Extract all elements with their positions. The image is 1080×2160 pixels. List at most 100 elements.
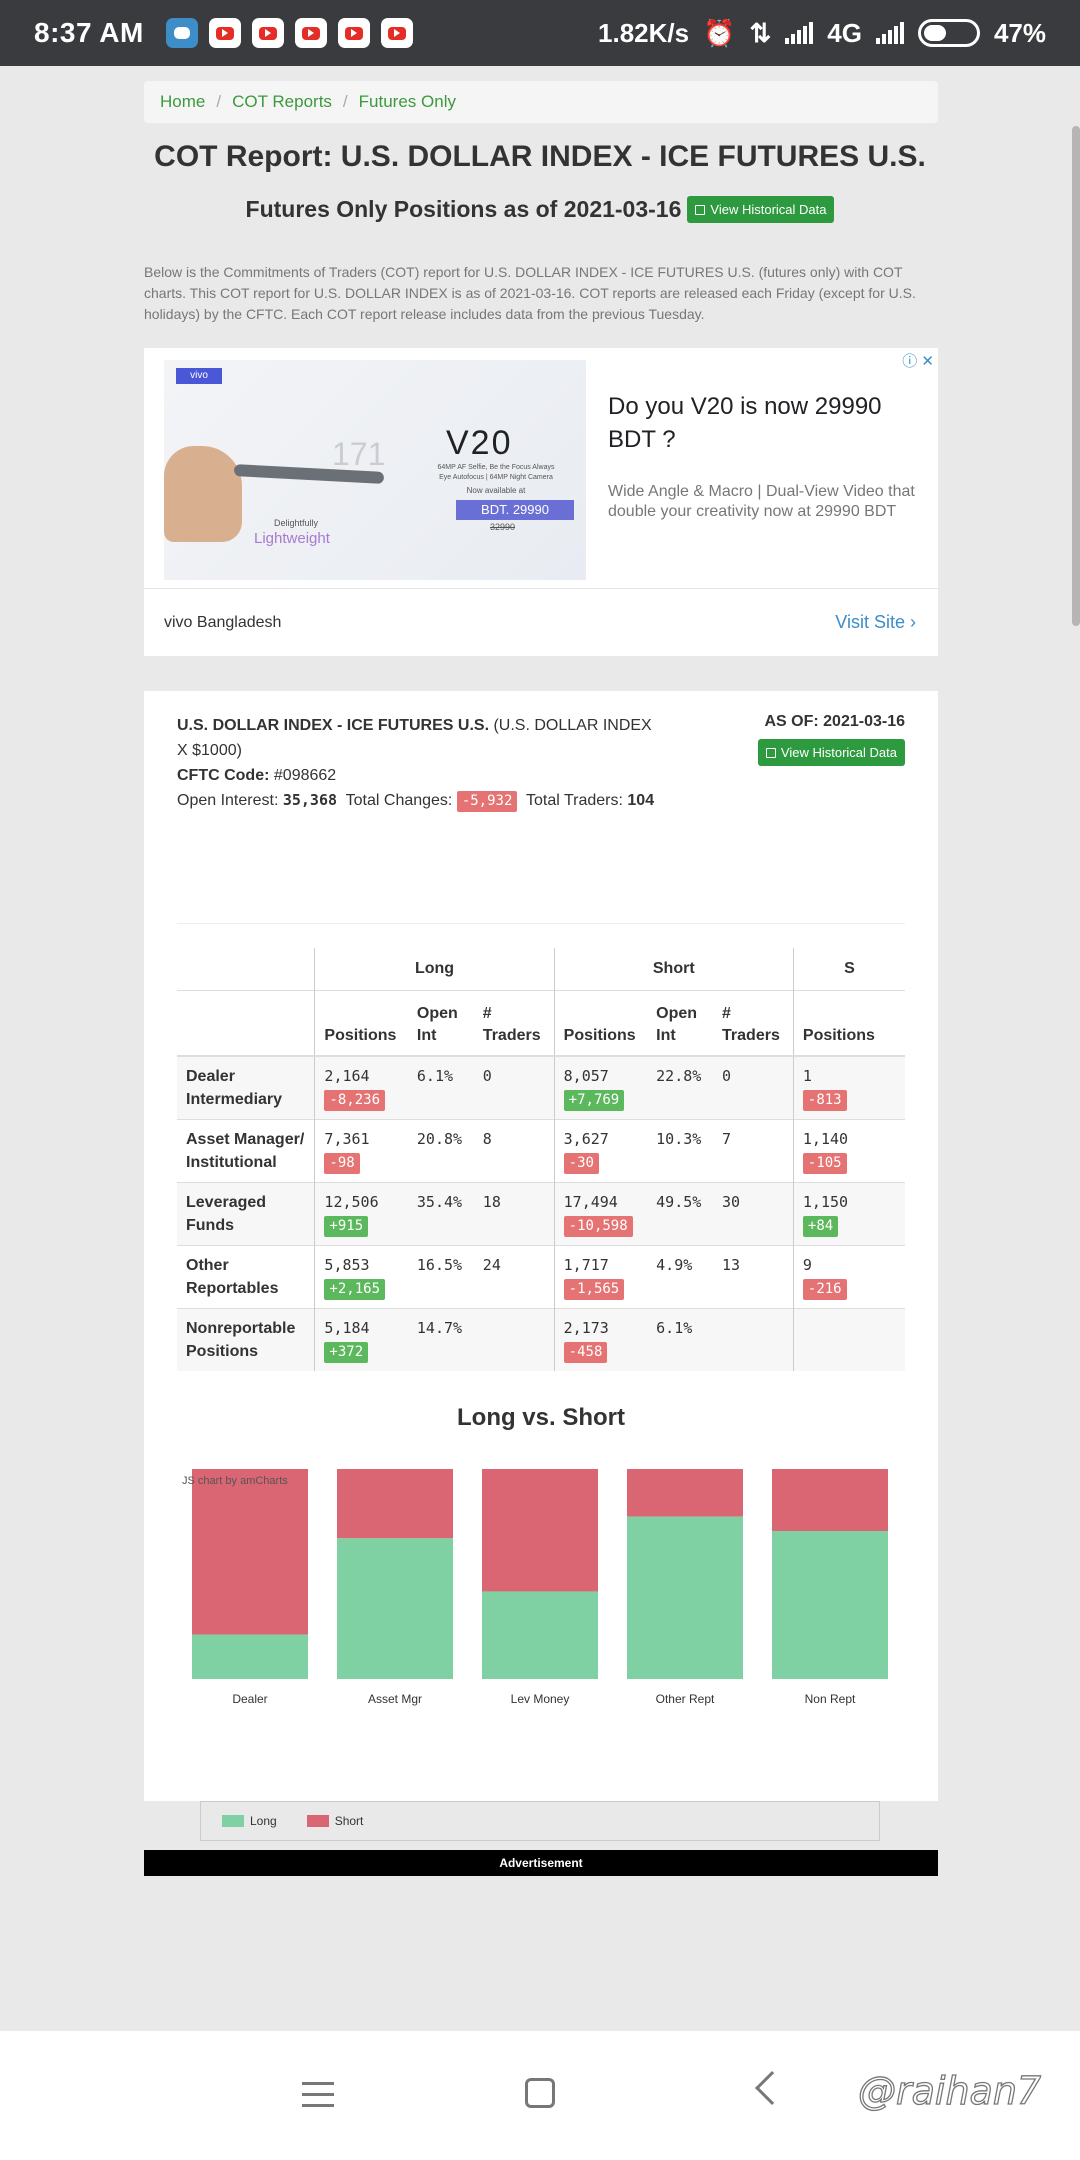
col-long-positions: Positions xyxy=(314,990,408,1056)
long-traders-cell: 8 xyxy=(474,1120,554,1183)
youtube-notification-icon xyxy=(294,18,327,48)
short-traders-cell: 7 xyxy=(713,1120,793,1183)
ad-choices-close-icon[interactable]: ⓘ ✕ xyxy=(902,353,934,370)
table-row: Dealer Intermediary 2,164 -8,236 6.1% 0 8,057… xyxy=(177,1056,905,1120)
amcharts-credit[interactable]: JS chart by amCharts xyxy=(182,1475,288,1487)
short-positions-cell: 2,173 -458 xyxy=(553,1308,648,1371)
ad-advertiser: vivo Bangladesh xyxy=(164,613,282,631)
advertisement-banner[interactable]: ⓘ ✕ vivo 171 V20 64MP AF Selfie, Be the … xyxy=(144,348,938,656)
cell-value: 1,140 xyxy=(802,1130,849,1148)
bar-long[interactable] xyxy=(772,1531,888,1679)
subtitle-text: Futures Only Positions as of 2021-03-16 xyxy=(245,196,682,222)
row-label: Dealer Intermediary xyxy=(186,1068,283,1108)
home-icon[interactable] xyxy=(525,2078,555,2108)
ad-image[interactable]: vivo 171 V20 64MP AF Selfie, Be the Focu… xyxy=(164,360,586,580)
scrollbar[interactable] xyxy=(1072,126,1080,626)
cell-value: 16.5% xyxy=(416,1256,463,1274)
bar-short[interactable] xyxy=(192,1469,308,1635)
cell-value: 30 xyxy=(722,1193,741,1211)
page-content: Home / COT Reports / Futures Only COT Re… xyxy=(0,66,1080,2031)
cell-value: 12,506 xyxy=(324,1193,379,1211)
cell-value: 24 xyxy=(482,1256,501,1274)
legend-item-short[interactable]: Short xyxy=(306,1814,363,1828)
messenger-notification-icon xyxy=(165,18,198,48)
bar-long[interactable] xyxy=(482,1591,598,1679)
row-label: Other Reportables xyxy=(186,1257,279,1297)
report-info: U.S. DOLLAR INDEX - ICE FUTURES U.S. (U.… xyxy=(177,713,657,813)
cell-value: 0 xyxy=(722,1067,732,1085)
open-interest-label: Open Interest: xyxy=(177,792,279,809)
cot-table-scroll[interactable]: Long Short S Positions Open Int # Trader… xyxy=(177,948,905,1408)
change-badge: +84 xyxy=(802,1216,839,1237)
long-positions-cell: 7,361 -98 xyxy=(314,1119,408,1183)
short-open-int-cell: 4.9% xyxy=(647,1246,713,1309)
recent-apps-icon[interactable] xyxy=(302,2082,334,2115)
cell-value: 49.5% xyxy=(656,1193,702,1211)
short-open-int-cell: 10.3% xyxy=(647,1120,713,1183)
spread-positions-cell: 1,150 +84 xyxy=(792,1182,905,1246)
x-tick-label: Dealer xyxy=(232,1692,267,1706)
legend-item-long[interactable]: Long xyxy=(222,1814,277,1828)
bar-short[interactable] xyxy=(772,1469,888,1532)
bar-short[interactable] xyxy=(337,1469,453,1539)
change-badge: -105 xyxy=(802,1153,847,1174)
cell-value: 0 xyxy=(482,1067,492,1085)
short-traders-cell: 13 xyxy=(713,1246,793,1309)
visit-site-link[interactable]: Visit Site › xyxy=(835,612,916,633)
col-short-positions: Positions xyxy=(553,990,648,1056)
youtube-notification-icon xyxy=(337,18,370,48)
alarm-icon: ⏰ xyxy=(703,17,736,48)
breadcrumb-cot-reports[interactable]: COT Reports xyxy=(232,92,332,111)
col-spread-positions: Positions xyxy=(792,990,905,1056)
hand-image xyxy=(164,446,242,542)
cell-value: 4.9% xyxy=(656,1256,693,1274)
ad-model-name: V20 xyxy=(446,424,513,462)
as-of-date: AS OF: 2021-03-16 xyxy=(764,713,905,730)
total-changes-label: Total Changes: xyxy=(345,792,453,809)
long-open-int-cell: 6.1% xyxy=(408,1056,474,1120)
spread-positions-cell xyxy=(792,1308,905,1371)
advertisement-label: Advertisement xyxy=(144,1850,938,1876)
bar-long[interactable] xyxy=(192,1634,308,1679)
x-tick-label: Non Rept xyxy=(805,1692,856,1706)
intro-paragraph: Below is the Commitments of Traders (COT… xyxy=(144,264,916,322)
cell-value: 7,361 xyxy=(324,1130,370,1148)
open-interest-value: 35,368 xyxy=(282,791,338,809)
bar-long[interactable] xyxy=(627,1516,743,1679)
data-transfer-icon: ⇅ xyxy=(749,17,772,48)
row-label: Asset Manager/ Institutional xyxy=(186,1131,305,1171)
view-historical-button[interactable]: View Historical Data xyxy=(757,739,905,766)
legend-label-long: Long xyxy=(250,1814,277,1828)
breadcrumb: Home / COT Reports / Futures Only xyxy=(144,81,938,123)
network-speed: 1.82K/s xyxy=(598,17,690,48)
calendar-icon xyxy=(695,204,706,215)
view-historical-button[interactable]: View Historical Data xyxy=(687,196,835,223)
battery-icon xyxy=(917,19,980,47)
bar-short[interactable] xyxy=(627,1469,743,1517)
ad-headline[interactable]: Do you V20 is now 29990 BDT ? xyxy=(608,393,882,453)
short-positions-cell: 17,494 -10,598 xyxy=(553,1182,648,1246)
spread-positions-cell: 1 -813 xyxy=(792,1056,905,1120)
cell-value: 1,717 xyxy=(563,1256,609,1274)
breadcrumb-futures-only[interactable]: Futures Only xyxy=(358,92,456,111)
back-icon[interactable] xyxy=(755,2071,789,2105)
divider xyxy=(177,923,905,924)
vivo-logo: vivo xyxy=(176,368,222,384)
total-traders-label: Total Traders: xyxy=(526,792,623,809)
view-historical-label: View Historical Data xyxy=(780,745,897,760)
cell-value: 6.1% xyxy=(656,1319,693,1337)
table-row: Asset Manager/ Institutional 7,361 -98 20.8… xyxy=(177,1119,905,1183)
cell-value: 10.3% xyxy=(656,1130,702,1148)
table-row: Other Reportables 5,853 +2,165 16.5% 24 1,717… xyxy=(177,1245,905,1309)
long-open-int-cell: 16.5% xyxy=(408,1246,474,1309)
bar-long[interactable] xyxy=(337,1538,453,1679)
table-corner xyxy=(177,948,315,990)
chart-legend: Long Short xyxy=(200,1801,880,1841)
row-header-spacer xyxy=(177,990,315,1056)
ad-available-text: Now available at xyxy=(466,486,526,495)
breadcrumb-separator: / xyxy=(216,92,222,111)
spread-positions-cell: 1,140 -105 xyxy=(792,1119,905,1183)
breadcrumb-home[interactable]: Home xyxy=(160,92,206,111)
bar-short[interactable] xyxy=(482,1469,598,1592)
page-title: COT Report: U.S. DOLLAR INDEX - ICE FUTU… xyxy=(154,140,926,173)
